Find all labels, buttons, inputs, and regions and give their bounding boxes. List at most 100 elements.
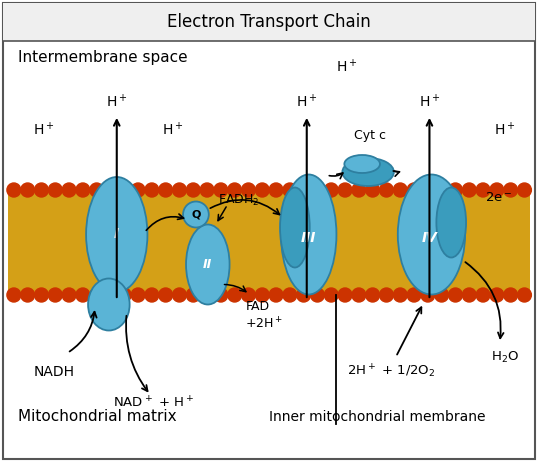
Bar [8,190,530,295]
Text: H$^+$: H$^+$ [419,93,440,110]
Circle shape [103,288,118,302]
Ellipse shape [186,225,230,304]
Circle shape [311,288,324,302]
Circle shape [34,183,48,197]
Ellipse shape [344,155,380,173]
Text: Mitochondrial matrix: Mitochondrial matrix [18,409,176,424]
Circle shape [242,183,255,197]
Text: H$^+$: H$^+$ [336,58,357,75]
Text: FAD
+2H$^+$: FAD +2H$^+$ [245,300,283,331]
Text: Q: Q [191,209,201,219]
Circle shape [145,288,159,302]
Circle shape [255,288,269,302]
Text: H$^+$: H$^+$ [163,121,184,138]
Text: NADH: NADH [34,365,75,379]
Circle shape [7,288,21,302]
Circle shape [48,183,62,197]
Circle shape [214,183,228,197]
Circle shape [407,288,421,302]
Circle shape [338,288,352,302]
Text: Inner mitochondrial membrane: Inner mitochondrial membrane [269,410,486,424]
Circle shape [435,183,449,197]
Ellipse shape [398,175,465,294]
Circle shape [118,288,131,302]
Circle shape [296,183,311,197]
Circle shape [187,183,200,197]
Circle shape [214,288,228,302]
Circle shape [228,288,242,302]
Circle shape [228,183,242,197]
Ellipse shape [280,188,310,267]
Circle shape [393,288,407,302]
Circle shape [380,288,393,302]
Circle shape [48,288,62,302]
Circle shape [462,288,476,302]
Circle shape [76,183,90,197]
Circle shape [90,183,103,197]
Circle shape [517,288,531,302]
Circle shape [62,288,76,302]
Circle shape [76,288,90,302]
Circle shape [200,183,214,197]
Circle shape [296,288,311,302]
Text: H$^+$: H$^+$ [494,121,515,138]
Text: Electron Transport Chain: Electron Transport Chain [167,13,371,31]
Circle shape [62,183,76,197]
Text: 2H$^+$ + 1/2O$_2$: 2H$^+$ + 1/2O$_2$ [347,363,435,380]
Ellipse shape [342,158,394,186]
Ellipse shape [183,201,209,227]
Circle shape [490,183,504,197]
Ellipse shape [88,279,129,330]
Circle shape [269,183,283,197]
Ellipse shape [86,177,147,292]
Circle shape [504,183,517,197]
Circle shape [242,288,255,302]
Text: III: III [301,231,317,244]
Circle shape [131,183,145,197]
Circle shape [172,288,187,302]
Circle shape [159,288,172,302]
Circle shape [255,183,269,197]
Circle shape [172,183,187,197]
Circle shape [21,183,35,197]
Circle shape [103,183,118,197]
Text: H$^+$: H$^+$ [33,121,54,138]
Text: 2e$^-$: 2e$^-$ [485,191,512,204]
Text: IV: IV [422,231,437,244]
Circle shape [90,288,103,302]
Circle shape [118,183,131,197]
Text: H$^+$: H$^+$ [296,93,318,110]
Circle shape [448,183,462,197]
Circle shape [366,288,380,302]
Bar [3,3,535,41]
Circle shape [448,288,462,302]
Circle shape [407,183,421,197]
Circle shape [324,288,338,302]
Circle shape [338,183,352,197]
Circle shape [159,183,172,197]
Circle shape [200,288,214,302]
Circle shape [380,183,393,197]
Circle shape [269,288,283,302]
Circle shape [476,288,490,302]
Text: H$^+$: H$^+$ [106,93,127,110]
Circle shape [421,183,435,197]
Circle shape [7,183,21,197]
Circle shape [283,183,297,197]
Text: I: I [114,227,119,242]
Circle shape [34,288,48,302]
Circle shape [421,288,435,302]
Text: Cyt c: Cyt c [354,129,386,142]
Circle shape [517,183,531,197]
Circle shape [283,288,297,302]
Circle shape [187,288,200,302]
Text: H$_2$O: H$_2$O [491,350,518,365]
Ellipse shape [436,188,466,257]
Circle shape [131,288,145,302]
Text: II: II [203,258,212,271]
Circle shape [462,183,476,197]
Circle shape [366,183,380,197]
Circle shape [352,288,366,302]
Ellipse shape [281,175,336,294]
Circle shape [435,288,449,302]
